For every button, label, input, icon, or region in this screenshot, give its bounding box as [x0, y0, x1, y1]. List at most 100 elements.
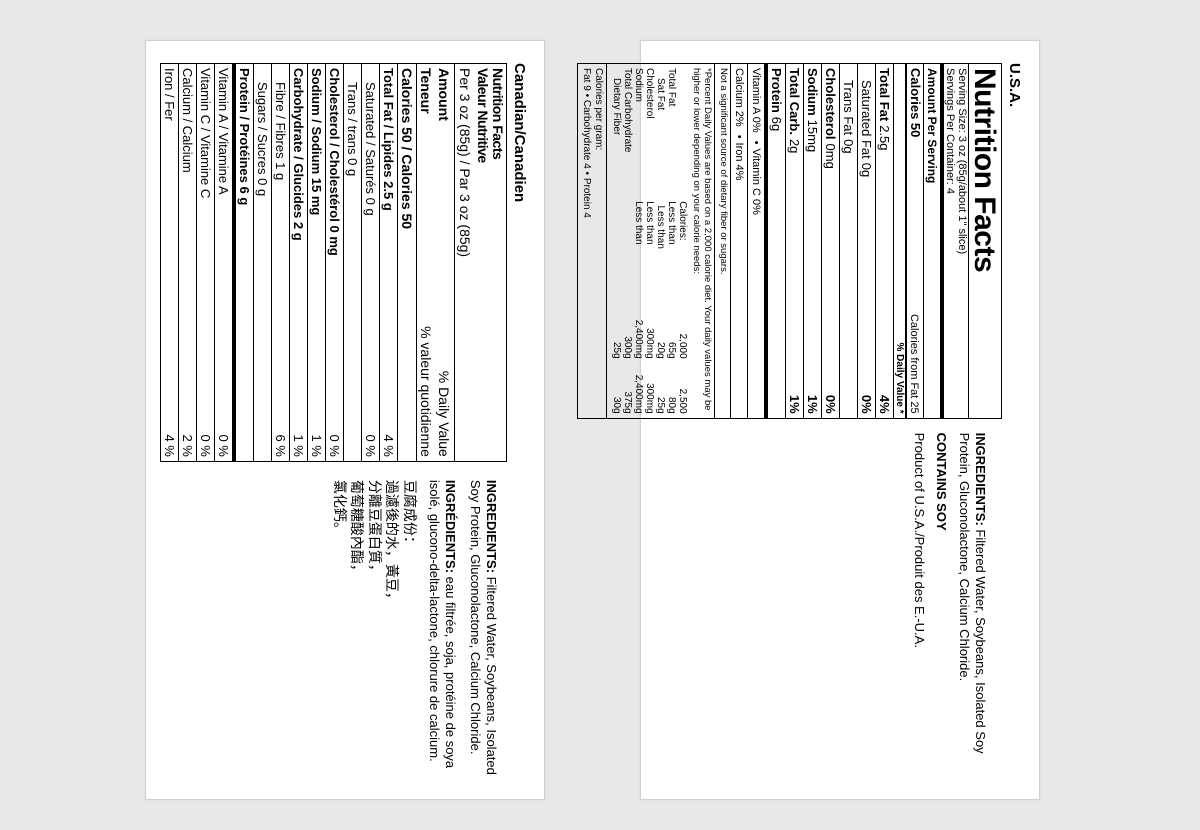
- usa-ss1-t: Serving Size: 3 oz (85g/about 1" slice): [956, 68, 968, 414]
- cpg2: Fat 9 • Carbohydrate 4 • Protein 4: [581, 68, 592, 218]
- usa-row: Cholesterol0mg0%: [821, 64, 839, 418]
- ref-c4: 25g: [655, 359, 666, 414]
- ref-c2: Less than: [644, 201, 655, 303]
- ref-c2: [622, 201, 633, 303]
- usa-dv-hdr: % Daily Value *: [893, 64, 905, 418]
- cdn-row-r: 1 %: [309, 434, 324, 456]
- usa-content: U.S.A. Nutrition Facts Serving Size: 3 o…: [641, 41, 1041, 801]
- cdn-row-l: Calcium / Calcium: [180, 68, 195, 173]
- usa-iron: Iron 4%: [733, 131, 745, 181]
- usa-row: Total Carb.2g1%: [785, 64, 803, 418]
- usa-row-name: Saturated Fat: [859, 80, 874, 159]
- cdn-row-l: Sodium / Sodium 15 mg: [309, 68, 324, 215]
- cdn-row-r: 0 %: [198, 434, 213, 456]
- cdn-row: Vitamin C / Vitamine C0 %: [196, 64, 214, 461]
- usa-vitA: Vitamin A 0%: [750, 68, 762, 133]
- usa-aps: Amount Per Serving: [923, 64, 940, 418]
- usa-ref-table: Calories: 2,000 2,500 Total FatLess than…: [607, 64, 688, 418]
- ref-c1: Sodium: [633, 68, 644, 201]
- ref-c4: 375g: [622, 359, 633, 414]
- cdn-row: Sodium / Sodium 15 mg 1 %: [307, 64, 325, 461]
- cdn-title-en: Nutrition Facts: [489, 64, 506, 461]
- ref-c3: 20g: [655, 304, 666, 359]
- ref-c3: 25g: [611, 304, 622, 359]
- canadian-panel: Canadian/Canadien Nutrition Facts Valeur…: [145, 40, 545, 800]
- rh1: [677, 68, 688, 201]
- usa-vitC: Vitamin C 0%: [750, 137, 762, 215]
- cdn-row: Saturated / Saturés 0 g0 %: [361, 64, 379, 461]
- cdn-calories: Calories 50 / Calories 50: [397, 64, 416, 461]
- cdn-row-r: 4 %: [162, 434, 177, 456]
- cdn-row-l: Trans / trans 0 g: [345, 68, 360, 176]
- usa-row: Total Fat2.5g4%: [875, 64, 893, 418]
- ref-row: Dietary Fiber 25g30g: [611, 68, 622, 414]
- cdn-amount-l: Amount: [436, 68, 452, 121]
- cdn-row-r: 0 %: [216, 434, 231, 456]
- cdn-row-l: Vitamin A / Vitamine A: [216, 68, 231, 195]
- usa-calc: Calcium 2%: [733, 68, 745, 127]
- ref-c1: Dietary Fiber: [611, 68, 622, 206]
- usa-ss2-t: Servings Per Container: 4: [944, 68, 956, 414]
- cjk4: 葡萄糖酸內酯，: [348, 480, 368, 578]
- ref-c4: 2,400mg: [633, 359, 644, 414]
- usa-ing-hd: INGREDIENTS:: [973, 433, 988, 526]
- cdn-row-l: Total Fat / Lipides 2.5 g: [381, 68, 396, 211]
- usa-row-amt: 2g: [787, 139, 802, 153]
- cdn-ing-cjk: 豆腐成份： 過濾後的水，黃豆， 分離豆蛋白質， 葡萄糖酸內酯， 氯化鈣。: [331, 480, 419, 779]
- cdn-row-l: Cholesterol / Cholestérol 0 mg: [327, 68, 342, 256]
- cdn-ing-hd-en: INGREDIENTS:: [484, 480, 499, 573]
- usa-vit-row1: Vitamin A 0% Vitamin C 0%: [747, 64, 764, 418]
- ref-c1: Total Fat: [666, 68, 677, 201]
- ref-c1: Cholesterol: [644, 68, 655, 201]
- cdn-ing-fr: INGRÉDIENTS: eau filtrée, soja, protéine…: [426, 480, 459, 779]
- usa-row-name: Sodium: [805, 68, 820, 116]
- ref-c3: 300g: [622, 304, 633, 359]
- rh2: Calories:: [677, 201, 688, 303]
- usa-row: Sodium15mg1%: [803, 64, 821, 418]
- usa-row-dv: 4%: [877, 395, 892, 414]
- usa-contains: CONTAINS SOY: [933, 433, 949, 779]
- cdn-amount-r: % Daily Value: [436, 371, 452, 457]
- ref-c2: Less than: [655, 206, 666, 304]
- cjk1: 豆腐成份：: [400, 480, 420, 550]
- cdn-row: Fibre / Fibres 1 g6 %: [271, 64, 289, 461]
- ref-row: Sat FatLess than20g25g: [655, 68, 666, 414]
- usa-row-name: Protein: [769, 68, 784, 113]
- ref-c3: 300mg: [644, 304, 655, 359]
- ref-c2: [611, 206, 622, 304]
- cdn-row: Sugars / Sucres 0 g: [253, 64, 271, 461]
- usa-row-name: Cholesterol: [823, 68, 838, 140]
- ref-row: Total FatLess than65g80g: [666, 68, 677, 414]
- cdn-amount-hdr: Amount % Daily Value: [435, 64, 454, 461]
- cdn-row: Protein / Protéines 6 g: [232, 64, 253, 461]
- usa-ing: INGREDIENTS: Filtered Water, Soybeans, I…: [956, 433, 989, 779]
- cdn-row: Iron / Fer4 %: [161, 64, 178, 461]
- cdn-row: Vitamin A / Vitamine A 0 %: [214, 64, 232, 461]
- cjk5: 氯化鈣。: [330, 480, 350, 536]
- ref-c1: Total Carbohydrate: [622, 68, 633, 201]
- cdn-teneur-r: % valeur quotidienne: [418, 326, 434, 457]
- cdn-cal-text: Calories 50 / Calories 50: [399, 68, 415, 229]
- cdn-row: Total Fat / Lipides 2.5 g4 %: [379, 64, 397, 461]
- ref-row: CholesterolLess than300mg300mg: [644, 68, 655, 414]
- canadian-header: Canadian/Canadien: [511, 63, 528, 779]
- usa-cpg: Calories per gram: Fat 9 • Carbohydrate …: [578, 64, 606, 418]
- ref-c4: 30g: [611, 359, 622, 414]
- ref-c4: 300mg: [644, 359, 655, 414]
- usa-row: Trans Fat0g: [839, 64, 857, 418]
- rh3: 2,000: [677, 304, 688, 359]
- cjk2: 過濾後的水，黃豆，: [383, 480, 403, 606]
- cdn-teneur-l: Teneur: [418, 68, 434, 114]
- usa-row-amt: 0mg: [823, 144, 838, 169]
- ref-c1: Sat Fat: [655, 68, 666, 206]
- usa-cal-row: Calories 50 Calories from Fat 25: [905, 64, 923, 418]
- usa-row-amt: 0g: [859, 163, 874, 177]
- usa-row-name: Total Carb.: [787, 68, 802, 135]
- canadian-ingredients: INGREDIENTS: Filtered Water, Soybeans, I…: [160, 480, 507, 779]
- cdn-row-l: Sugars / Sucres 0 g: [255, 68, 270, 196]
- usa-cal-r: Calories from Fat 25: [908, 314, 920, 414]
- ref-c2: Less than: [633, 201, 644, 303]
- usa-origin: Product of U.S.A./Produit des E.-U.A.: [911, 433, 927, 779]
- cdn-row: Carbohydrate / Glucides 2 g1 %: [289, 64, 307, 461]
- cjk3: 分離豆蛋白質，: [365, 480, 385, 578]
